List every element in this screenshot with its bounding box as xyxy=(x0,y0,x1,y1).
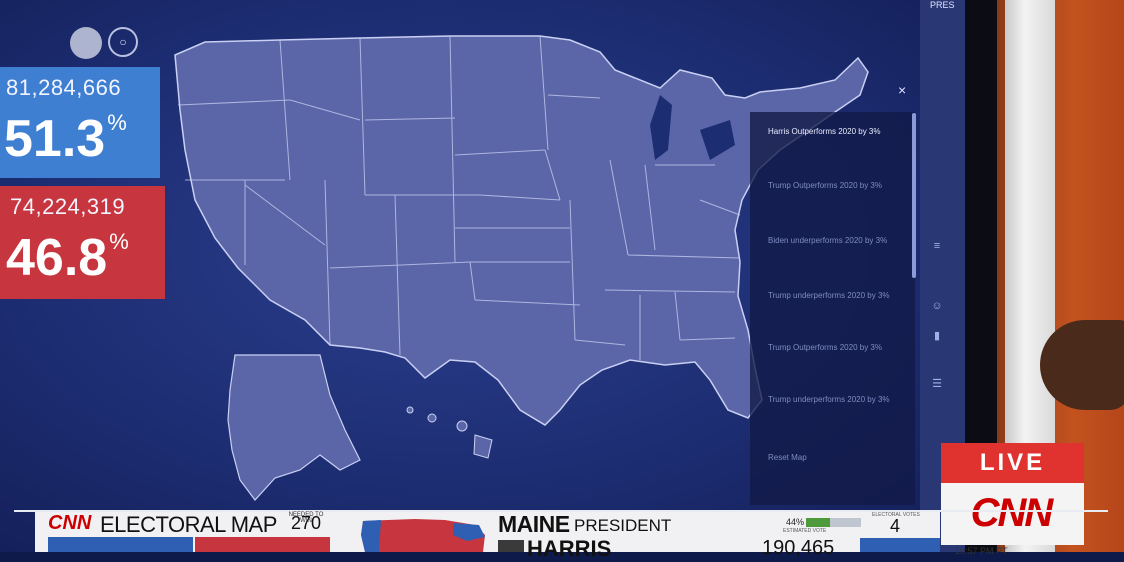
list-icon[interactable]: ≡ xyxy=(933,240,941,252)
panel-scrollbar[interactable] xyxy=(912,113,916,278)
scenario-item[interactable]: Biden underperforms 2020 by 3% xyxy=(768,236,888,245)
candidate-votes: 190,465 xyxy=(762,537,835,559)
dem-electoral-tile xyxy=(48,537,193,552)
democrat-percent: 51.3% xyxy=(4,110,127,168)
needed-to-win: 270 xyxy=(290,513,322,533)
race-name: PRESIDENT xyxy=(574,516,672,535)
democrat-results-box[interactable]: 81,284,666 51.3% xyxy=(0,67,160,178)
reporting-percent: 44% xyxy=(786,517,805,527)
scenario-item[interactable]: Trump underperforms 2020 by 3% xyxy=(768,395,890,404)
clock-readout: 10:57 PM PT xyxy=(955,546,1008,556)
republican-vote-count: 74,224,319 xyxy=(10,194,126,219)
ticker-cnn-logo: CNN xyxy=(48,512,92,534)
great-lakes xyxy=(650,95,735,160)
network-bug xyxy=(941,483,1084,545)
pres-tab[interactable]: PRES xyxy=(930,0,955,10)
rep-electoral-tile xyxy=(195,537,330,552)
scenario-item[interactable]: Trump Outperforms 2020 by 3% xyxy=(768,343,882,352)
scenario-item[interactable]: Trump Outperforms 2020 by 3% xyxy=(768,181,882,190)
candidate-name: HARRIS xyxy=(527,536,612,561)
candidate-photo xyxy=(498,540,524,552)
republican-results-box[interactable]: 74,224,319 46.8% xyxy=(0,186,165,299)
cnn-logo: CNN xyxy=(970,491,1054,535)
grid-icon[interactable]: ☰ xyxy=(932,378,942,390)
candidate-percent-box xyxy=(860,538,940,552)
chart-icon[interactable]: ▮ xyxy=(933,330,941,342)
reporting-bar-fill xyxy=(806,518,831,527)
needed-caption: NEEDED TO WIN xyxy=(288,512,324,524)
reporting-caption: ESTIMATED VOTE xyxy=(783,528,827,534)
person-icon[interactable]: ☺ xyxy=(931,300,943,312)
scenario-panel: Harris Outperforms 2020 by 3% Trump Outp… xyxy=(750,112,915,505)
scenario-item[interactable]: Harris Outperforms 2020 by 3% xyxy=(768,127,881,136)
close-icon[interactable]: × xyxy=(898,82,907,98)
state-borders xyxy=(177,35,741,360)
democrat-vote-count: 81,284,666 xyxy=(6,75,122,100)
reporting-bar xyxy=(806,518,861,527)
electoral-votes-value: 4 xyxy=(890,516,901,536)
toggle-control-icon[interactable] xyxy=(70,27,102,59)
republican-percent: 46.8% xyxy=(6,229,129,287)
electoral-map-title: ELECTORAL MAP xyxy=(100,512,277,537)
alaska-shape[interactable] xyxy=(227,354,361,501)
hawaii-shape[interactable] xyxy=(406,406,493,459)
presenter-hand xyxy=(1040,320,1124,410)
reset-map-item[interactable]: Reset Map xyxy=(768,453,807,462)
live-badge: LIVE xyxy=(941,443,1084,483)
ticker-rail xyxy=(14,510,1108,512)
us-map xyxy=(174,35,869,501)
scenario-item[interactable]: Trump underperforms 2020 by 3% xyxy=(768,291,890,300)
state-name: MAINE xyxy=(498,511,570,537)
mini-us-map xyxy=(361,519,485,552)
contiguous-us-shape[interactable] xyxy=(174,35,869,426)
electoral-votes-caption: ELECTORAL VOTES xyxy=(872,512,920,518)
reset-circle-icon[interactable]: ○ xyxy=(108,27,138,57)
